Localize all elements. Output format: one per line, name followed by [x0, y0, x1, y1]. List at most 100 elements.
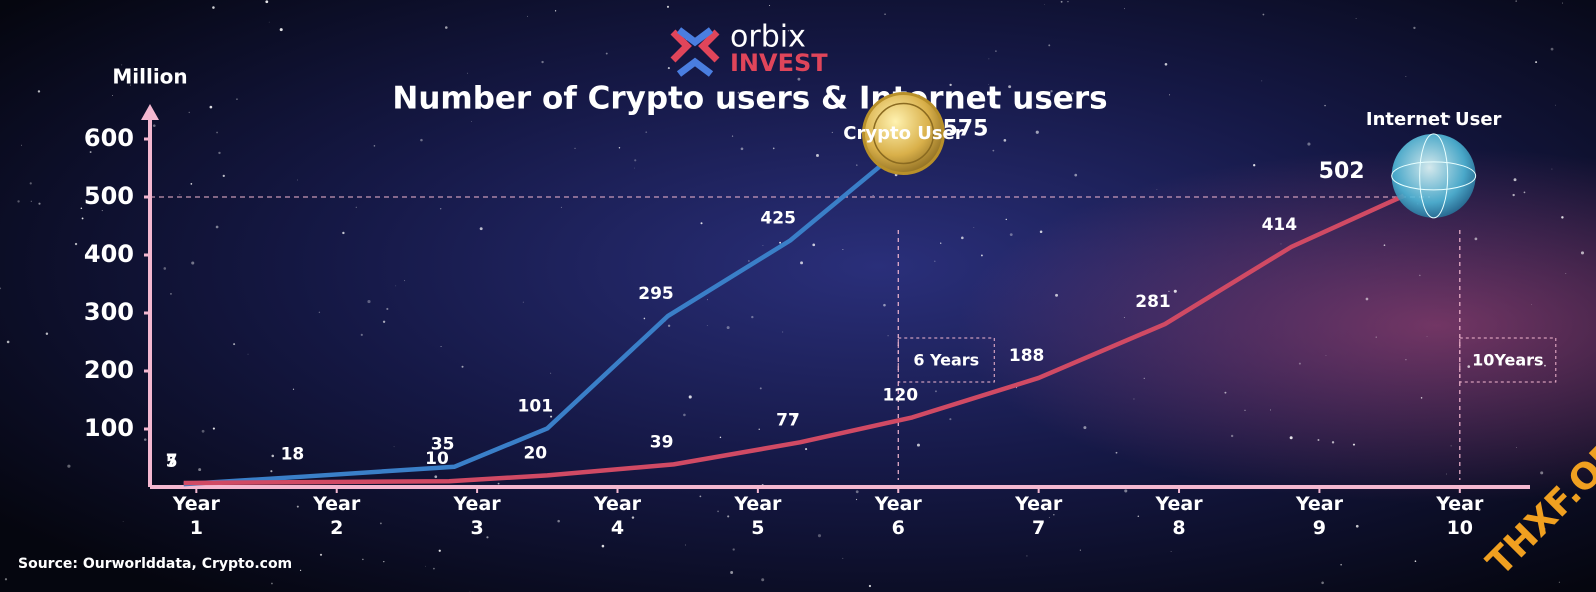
star — [817, 534, 822, 538]
star — [81, 217, 84, 220]
star — [1355, 18, 1357, 19]
star — [1513, 178, 1517, 182]
x-tick-label: Year 1 — [172, 493, 221, 539]
annotation-text: 6 Years — [913, 351, 979, 370]
star — [438, 549, 441, 552]
globe-icon — [1391, 133, 1476, 218]
star — [198, 468, 202, 472]
star — [667, 67, 670, 70]
star — [179, 193, 181, 195]
star — [101, 209, 103, 212]
star — [121, 64, 123, 66]
data-label: 188 — [1009, 346, 1045, 366]
star — [601, 544, 605, 548]
star — [367, 299, 371, 304]
star — [779, 241, 782, 244]
star — [1143, 377, 1145, 380]
series-line — [183, 193, 1405, 486]
star — [292, 388, 295, 390]
x-tick-label: Year 6 — [874, 493, 923, 539]
star — [748, 260, 750, 262]
star — [762, 245, 764, 246]
data-label: 295 — [638, 284, 674, 304]
star — [1558, 581, 1561, 583]
data-label: 18 — [281, 445, 305, 465]
star — [1324, 104, 1326, 107]
star — [1515, 0, 1517, 2]
star — [190, 183, 193, 185]
star — [684, 544, 686, 546]
star — [769, 5, 771, 7]
data-label: 575 — [942, 117, 988, 142]
star — [209, 105, 213, 109]
star — [383, 561, 385, 563]
star — [279, 28, 283, 32]
star — [1420, 397, 1423, 399]
x-tick-label: Year 9 — [1295, 493, 1344, 539]
star — [218, 151, 221, 155]
star — [461, 365, 464, 368]
star — [1555, 104, 1556, 106]
y-tick-label: 500 — [84, 182, 134, 210]
star — [122, 521, 124, 523]
star — [688, 395, 692, 399]
star — [706, 324, 708, 326]
star — [1048, 44, 1051, 47]
star — [1298, 362, 1301, 365]
legend-label: Crypto User — [843, 123, 963, 144]
star — [872, 195, 874, 197]
star — [129, 84, 131, 86]
star — [961, 236, 964, 240]
data-label: 20 — [523, 443, 547, 463]
star — [444, 26, 448, 29]
star — [761, 578, 765, 582]
star — [74, 242, 78, 246]
star — [1230, 434, 1234, 438]
data-label: 425 — [760, 209, 796, 229]
data-label: 5 — [166, 452, 178, 472]
star — [1565, 273, 1567, 274]
star — [699, 495, 702, 498]
star — [758, 428, 760, 430]
star — [1170, 551, 1172, 552]
star — [37, 90, 41, 93]
star — [360, 333, 363, 336]
star — [550, 372, 552, 374]
star — [981, 254, 983, 257]
star — [440, 346, 442, 348]
star — [89, 151, 92, 153]
star — [268, 21, 270, 23]
star — [605, 52, 608, 55]
star — [297, 179, 298, 181]
star — [666, 5, 670, 8]
star — [433, 105, 437, 109]
star — [1405, 76, 1407, 77]
y-tick-label: 100 — [84, 414, 134, 442]
star — [1053, 514, 1055, 516]
source: Source: Ourworlddata, Crypto.com — [18, 556, 292, 572]
star — [1173, 289, 1177, 293]
star — [1534, 359, 1536, 362]
star — [751, 315, 754, 319]
logo-text: orbix — [730, 20, 806, 55]
star — [949, 83, 952, 87]
star — [618, 147, 621, 149]
star — [1365, 297, 1369, 301]
x-tick-label: Year 10 — [1435, 493, 1484, 539]
star — [433, 567, 435, 570]
star — [1446, 473, 1447, 475]
star — [1224, 391, 1227, 394]
star — [271, 454, 275, 458]
star — [1067, 1, 1069, 3]
star — [1261, 80, 1263, 82]
star — [469, 590, 471, 592]
star — [379, 522, 382, 525]
star — [634, 159, 637, 162]
star — [4, 578, 8, 581]
star — [737, 91, 740, 94]
star — [170, 293, 172, 295]
star — [1413, 26, 1416, 30]
logo-subtext: INVEST — [730, 49, 828, 77]
